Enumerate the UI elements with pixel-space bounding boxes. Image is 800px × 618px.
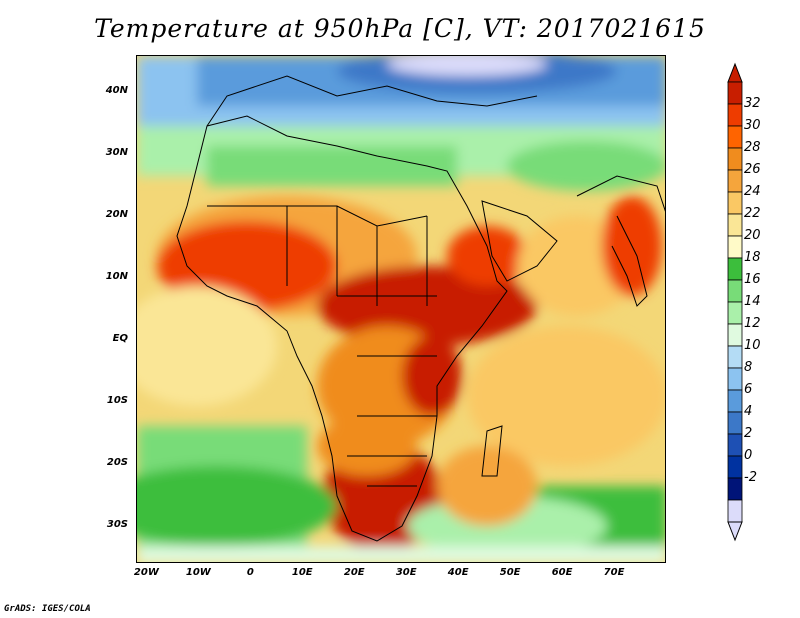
colorbar-bottom-arrow [727,521,743,542]
coastlines [176,75,665,542]
temperature-map [137,56,665,562]
colorbar-level-label: 22 [744,206,761,221]
lon-tick-label: 30E [395,567,417,578]
colorbar-swatch [727,125,743,149]
colorbar-swatch [727,345,743,369]
lat-tick-label: 20N [105,209,128,221]
colorbar-swatch [727,389,743,413]
lat-tick-label: 30S [106,518,128,530]
colorbar-level-label: 16 [744,272,761,287]
lon-tick-label: 20W [133,567,159,578]
colorbar-level-label: 8 [744,360,753,375]
colorbar-level-label: 30 [744,118,761,133]
lon-tick-label: 10E [291,567,313,578]
colorbar-top-arrow [727,62,743,83]
lon-tick-label: 50E [499,567,521,578]
lat-tick-label: 40N [105,85,128,97]
colorbar-swatch [727,279,743,303]
lon-tick-label: 40E [447,567,469,578]
colorbar-level-label: 14 [744,294,761,309]
colorbar-level-label: 2 [744,426,753,441]
lat-tick-label: 10N [105,271,128,283]
colorbar-level-label: 4 [744,404,753,419]
lon-tick-label: 70E [603,567,625,578]
lon-tick-label: 60E [551,567,573,578]
lon-tick-label: 0 [246,567,254,578]
chart-title: Temperature at 950hPa [C], VT: 201702161… [94,14,706,43]
colorbar-level-label: 18 [744,250,761,265]
colorbar-level-label: 12 [744,316,761,331]
colorbar-swatch [727,191,743,215]
colorbar-swatch [727,257,743,281]
lat-tick-label: 20S [106,456,128,468]
colorbar-swatch [727,367,743,391]
colorbar-swatch [727,411,743,435]
lon-tick-label: 20E [343,567,365,578]
temperature-field [137,56,665,562]
colorbar-swatch [727,235,743,259]
lon-tick-label: 10W [185,567,211,578]
lat-tick-label: 30N [105,147,128,159]
colorbar-swatch [727,169,743,193]
colorbar-swatch [727,433,743,457]
colorbar-level-label: 26 [744,162,761,177]
colorbar [727,62,743,542]
colorbar-swatch [727,147,743,171]
colorbar-swatch [727,213,743,237]
colorbar-level-label: 10 [744,338,761,353]
colorbar-swatch [727,301,743,325]
map-frame[interactable] [136,55,666,563]
lat-tick-label: 10S [106,394,128,406]
colorbar-level-label: -2 [744,470,757,485]
colorbar-level-label: 20 [744,228,761,243]
lat-tick-label: EQ [112,332,128,344]
colorbar-swatch [727,477,743,501]
colorbar-level-label: 24 [744,184,761,199]
colorbar-swatch [727,455,743,479]
colorbar-level-label: 0 [744,448,753,463]
colorbar-swatch [727,499,743,523]
colorbar-level-label: 28 [744,140,761,155]
colorbar-level-label: 32 [744,96,761,111]
colorbar-swatch [727,323,743,347]
credit-text: GrADS: IGES/COLA [4,604,91,614]
colorbar-swatch [727,103,743,127]
colorbar-level-label: 6 [744,382,753,397]
colorbar-swatch [727,81,743,105]
